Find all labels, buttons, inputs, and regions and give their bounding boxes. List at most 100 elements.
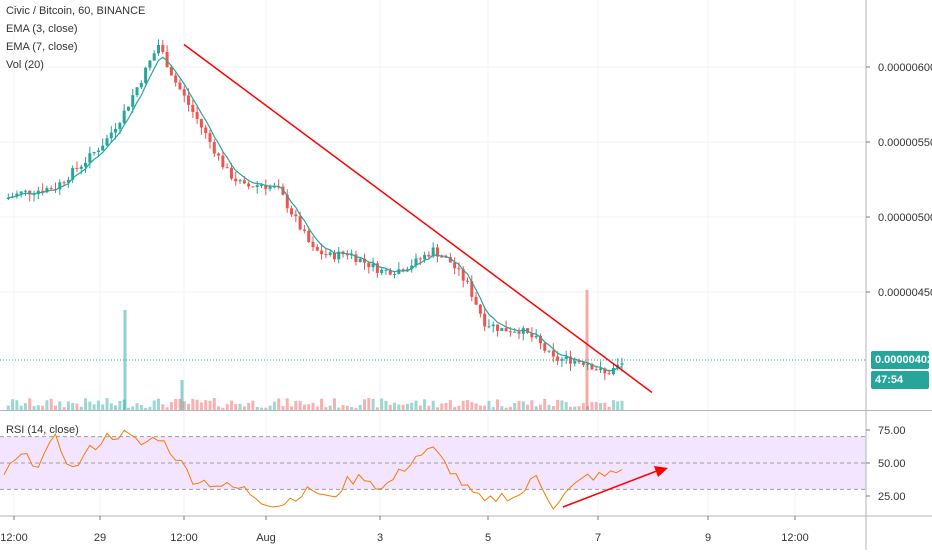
candle-body [272,186,276,188]
volume-bar [92,404,96,410]
volume-bar [157,398,160,410]
rsi-tick-label: 25.00 [878,491,906,503]
volume-bar [367,398,371,410]
volume-bar [560,400,564,410]
candle-body [311,241,315,248]
volume-bar [260,407,263,410]
candle-body [427,254,431,257]
rsi-legend[interactable]: RSI (14, close) [6,424,79,436]
downtrend-line [183,43,653,394]
volume-bar [54,405,57,410]
drawings[interactable] [183,43,668,508]
volume-bar [491,407,495,410]
volume-bar [569,406,572,410]
volume-bar [281,405,285,410]
bar-countdown: 47:54 [871,371,929,389]
rsi-series-line [3,429,623,510]
candle-body [19,191,23,194]
volume-bar [538,404,542,410]
volume-bar [384,400,388,410]
ema-line [8,56,623,372]
volume-bar [66,401,70,410]
time-tick-label: 12:00 [0,532,28,544]
volume-bar [75,403,79,410]
candle-body [397,269,401,274]
candle-body [302,229,306,231]
volume-bar [363,399,366,410]
time-tick-label: 9 [705,532,711,544]
volume-bar [423,399,427,410]
candle-body [410,265,414,270]
volume-bar [388,404,392,410]
volume-bar [483,405,487,410]
candle-body [161,44,165,52]
volume-bar [603,402,607,410]
volume-bar [440,403,444,410]
candle-body [290,208,294,215]
candle-body [435,247,439,257]
candle-body [114,128,118,133]
candle-body [238,180,242,182]
candle-body [345,254,349,256]
candle-body [229,167,233,179]
candle-body [118,123,122,129]
candle-body [418,258,422,260]
candle-body [208,133,212,142]
volume-bar [405,403,409,410]
candle-body [234,178,238,182]
candle-body [148,60,152,68]
candle-body [483,313,487,327]
candle-body [521,328,525,334]
candle-body [32,194,36,196]
candle-body [187,95,191,105]
volume-bar [496,399,500,410]
candle-body [285,194,289,209]
volume-bar [247,402,251,410]
candle-body [414,258,418,266]
candle-body [358,258,362,262]
volume-bar [84,398,88,410]
candle-body [66,179,70,183]
volume-bar [277,398,281,410]
ema-3-legend[interactable]: EMA (3, close) [6,23,78,35]
volume-bar [71,403,75,410]
volume-bar [290,406,294,410]
candlestick-series [6,39,624,381]
candle-body [423,254,427,260]
candle-body [320,250,324,255]
volume-bar [174,398,178,410]
volume-bar [28,398,32,410]
volume-bar [272,401,276,410]
volume-legend[interactable]: Vol (20) [6,59,44,71]
volume-bar [268,405,272,410]
candle-body [491,324,495,327]
candle-body [547,350,551,352]
price-tick-label: 0.00000450 [878,287,932,299]
volume-bar [45,400,49,410]
volume-bar [371,398,375,410]
rsi-tick-label: 75.00 [878,425,906,437]
volume-bar [534,406,538,410]
candle-body [466,280,469,282]
candle-body [75,167,79,169]
candle-body [504,328,508,332]
rsi-band [0,436,866,490]
volume-bar [324,407,328,410]
candle-body [620,363,624,365]
candle-body [453,262,457,269]
candle-body [294,214,298,217]
candle-body [204,127,208,134]
volume-bar [152,400,156,410]
volume-bar [487,400,491,410]
volume-bar [23,403,27,410]
candle-body [79,166,83,169]
ema-7-legend[interactable]: EMA (7, close) [6,41,78,53]
time-tick-label: 12:00 [170,532,198,544]
symbol-title[interactable]: Civic / Bitcoin, 60, BINANCE [6,5,146,17]
volume-bar [217,406,221,410]
volume-bar [350,407,354,410]
time-tick-label: Aug [256,532,276,544]
